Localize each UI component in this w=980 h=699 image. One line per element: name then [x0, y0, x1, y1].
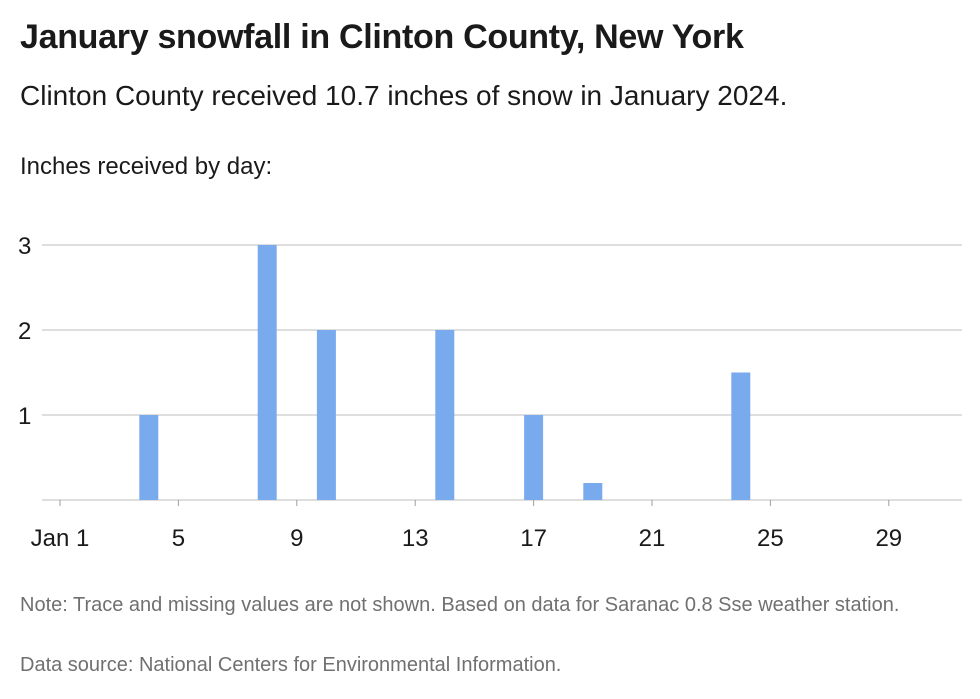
- snowfall-bar-chart: 1 2 3 Jan 1 5 9 13 17 21 25 29: [18, 233, 962, 552]
- footer-note: Note: Trace and missing values are not s…: [20, 594, 900, 616]
- y-axis-caption: Inches received by day:: [20, 153, 273, 180]
- x-tick-label: 17: [520, 525, 547, 552]
- bar-day-17: [524, 415, 544, 500]
- x-tick-label: 25: [757, 525, 784, 552]
- x-tick-label: 29: [875, 525, 902, 552]
- bar-day-14: [435, 330, 455, 500]
- data-source: Data source: National Centers for Enviro…: [20, 654, 562, 676]
- y-tick-label: 2: [18, 318, 31, 345]
- chart-title: January snowfall in Clinton County, New …: [20, 18, 744, 56]
- x-tick-label: 21: [639, 525, 666, 552]
- x-tick-label: 13: [402, 525, 429, 552]
- bar-day-4: [139, 415, 159, 500]
- bar-day-24: [731, 372, 751, 500]
- bar-day-19: [583, 483, 603, 500]
- y-tick-label: 1: [18, 403, 31, 430]
- x-tick-label: Jan 1: [31, 525, 90, 552]
- bar-day-10: [316, 330, 336, 500]
- chart-subtitle: Clinton County received 10.7 inches of s…: [20, 80, 788, 111]
- bar-day-8: [257, 245, 277, 500]
- x-tick-label: 9: [290, 525, 303, 552]
- x-tick-label: 5: [172, 525, 185, 552]
- y-tick-label: 3: [18, 233, 31, 260]
